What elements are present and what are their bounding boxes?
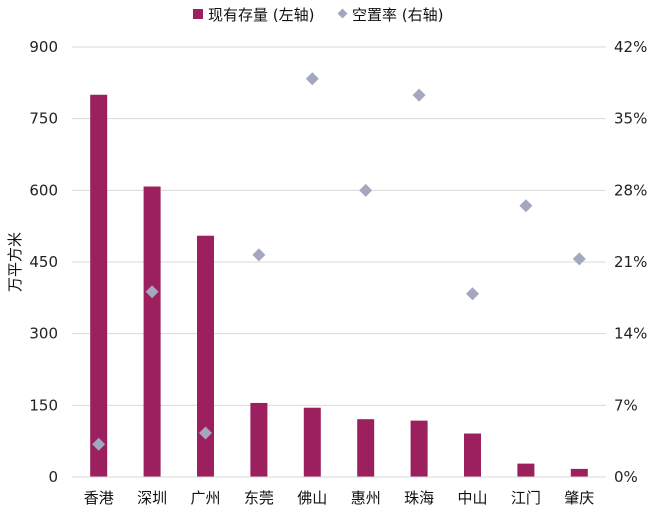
category-labels: 香港 深圳 广州 东莞 佛山 惠州 珠海 中山 江门 肇庆 [84, 489, 595, 507]
bar-series [90, 94, 588, 478]
bar [143, 186, 161, 477]
diamond-point [145, 285, 159, 299]
category-label: 珠海 [404, 489, 434, 507]
diamond-point [466, 287, 479, 301]
diamond-point [92, 437, 106, 451]
diamond-point [305, 72, 319, 86]
diamond-point [412, 88, 426, 102]
y-axis-label: 万平方米 [6, 232, 24, 292]
right-tick-label: 21% [614, 253, 647, 271]
category-label: 深圳 [137, 489, 167, 507]
bar [357, 419, 375, 477]
bar [90, 94, 108, 478]
diamond-point [519, 199, 533, 213]
diamond-point [359, 183, 373, 197]
right-tick-label: 0% [614, 468, 638, 486]
right-tick-label: 42% [614, 38, 647, 56]
category-label: 广州 [190, 489, 220, 507]
left-tick-label: 750 [29, 110, 58, 128]
bar [197, 235, 214, 477]
gridlines [72, 46, 606, 406]
legend-bar-swatch [193, 9, 203, 19]
category-label: 江门 [511, 489, 541, 507]
category-label: 肇庆 [564, 489, 594, 507]
bar [410, 420, 428, 477]
category-label: 中山 [457, 489, 487, 507]
category-label: 香港 [84, 489, 114, 507]
diamond-point [572, 252, 586, 266]
legend: 现有存量 (左轴) 空置率 (右轴) [193, 6, 443, 24]
diamond-point [199, 426, 212, 440]
legend-bar-label: 现有存量 (左轴) [208, 6, 314, 24]
right-tick-label: 28% [614, 181, 647, 199]
bar [517, 463, 535, 477]
right-tick-label: 35% [614, 110, 647, 128]
legend-diamond-swatch [337, 8, 348, 19]
right-tick-label: 7% [614, 396, 638, 414]
bar [570, 468, 588, 477]
bar [250, 402, 268, 477]
left-tick-label: 450 [29, 253, 58, 271]
right-tick-label: 14% [614, 325, 647, 343]
left-tick-label: 900 [29, 38, 58, 56]
right-axis-ticks: 0% 7% 14% 21% 28% 35% 42% [614, 38, 647, 486]
category-label: 惠州 [351, 489, 381, 507]
category-label: 佛山 [297, 489, 327, 507]
left-tick-label: 150 [29, 396, 58, 414]
left-tick-label: 0 [48, 468, 58, 486]
scatter-series [92, 72, 586, 451]
left-axis-ticks: 0 150 300 450 600 750 900 [29, 38, 58, 486]
legend-diamond-label: 空置率 (右轴) [352, 6, 443, 24]
diamond-point [252, 248, 266, 262]
left-tick-label: 300 [29, 325, 58, 343]
bar [303, 407, 321, 477]
category-label: 东莞 [244, 489, 274, 507]
left-tick-label: 600 [29, 181, 58, 199]
bar [464, 433, 481, 477]
